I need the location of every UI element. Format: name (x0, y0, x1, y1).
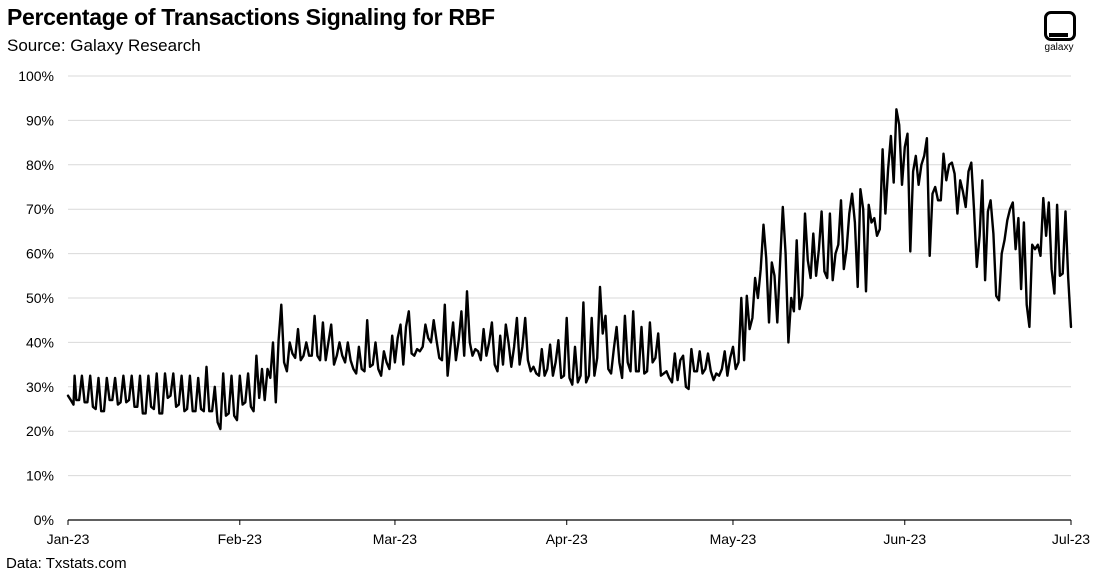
x-tick-label: Jun-23 (883, 531, 926, 547)
y-tick-label: 60% (26, 246, 54, 262)
logo-text: galaxy (1044, 42, 1074, 53)
chart-title: Percentage of Transactions Signaling for… (7, 4, 495, 30)
series-layer (66, 108, 1073, 431)
chart-subtitle: Source: Galaxy Research (7, 36, 201, 55)
logo-bar-shape (1049, 33, 1068, 37)
x-tick-label: Mar-23 (373, 531, 418, 547)
y-tick-label: 80% (26, 157, 54, 173)
y-tick-label: 40% (26, 334, 54, 350)
galaxy-logo-icon: galaxy (1042, 11, 1076, 57)
y-tick-label: 70% (26, 201, 54, 217)
y-tick-label: 30% (26, 379, 54, 395)
y-tick-label: 50% (26, 290, 54, 306)
y-tick-label: 10% (26, 468, 54, 484)
x-tick-label: Jul-23 (1052, 531, 1090, 547)
y-axis-ticks: 0% 10% 20% 30% 40% 50% 60% 70% 80% 90% 100% (18, 68, 54, 528)
series-line (66, 108, 1073, 431)
y-tick-label: 90% (26, 112, 54, 128)
data-source-note: Data: Txstats.com (6, 555, 127, 572)
y-tick-label: 0% (34, 512, 54, 528)
x-tick-label: May-23 (710, 531, 757, 547)
y-tick-label: 20% (26, 423, 54, 439)
gridlines (68, 75, 1071, 521)
x-tick-label: Feb-23 (218, 531, 263, 547)
x-tick-label: Jan-23 (47, 531, 90, 547)
y-tick-label: 100% (18, 68, 54, 84)
x-tick-label: Apr-23 (546, 531, 588, 547)
x-axis-ticks: Jan-23 Feb-23 Mar-23 Apr-23 May-23 Jun-23 Jul-… (47, 520, 1090, 547)
logo-box-shape (1044, 11, 1076, 41)
